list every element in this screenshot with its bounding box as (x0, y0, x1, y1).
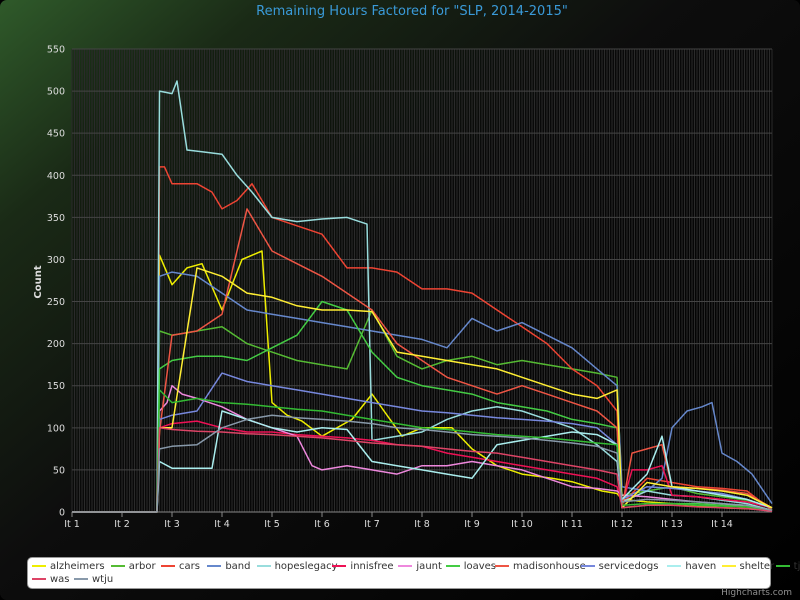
legend-label: jaunt (416, 561, 442, 572)
y-tick-label: 150 (47, 381, 65, 392)
x-axis-ticks: It 1 It 2 It 3 It 4 It 5 It 6 It 7 It 8 It 9 It 1… (64, 511, 772, 530)
x-tick-label: It 11 (561, 519, 583, 530)
legend-label: shelter (739, 561, 775, 572)
legend-swatch (494, 565, 509, 567)
legend-item-shelter[interactable]: shelter (721, 560, 775, 573)
x-tick-label: It 1 (64, 519, 80, 530)
legend-item-was[interactable]: was (32, 573, 70, 586)
series-line-madisonhouse[interactable] (72, 208, 773, 513)
y-tick-label: 300 (47, 255, 65, 266)
legend-label: madisonhouse (512, 561, 586, 572)
legend-item-tjace[interactable]: tjace (775, 560, 800, 573)
y-tick-label: 200 (47, 339, 65, 350)
legend-item-loaves[interactable]: loaves (445, 560, 496, 573)
legend-item-servicedogs[interactable]: servicedogs (580, 560, 659, 573)
legend-label: band (225, 561, 251, 572)
legend-item-hopeslegacy[interactable]: hopeslegacy (256, 560, 338, 573)
x-tick-label: It 13 (661, 519, 683, 530)
x-tick-label: It 5 (264, 519, 280, 530)
x-tick-label: It 2 (114, 519, 130, 530)
legend-swatch (32, 578, 46, 580)
legend-swatch (580, 565, 595, 567)
series-line-hopeslegacy[interactable] (72, 80, 773, 513)
x-tick-label: It 12 (611, 519, 633, 530)
legend-label: cars (179, 561, 200, 572)
series-line-tjace[interactable] (72, 389, 773, 513)
x-tick-label: It 6 (314, 519, 330, 530)
grid (71, 48, 773, 513)
legend-item-arbor[interactable]: arbor (110, 560, 156, 573)
legend-swatch (398, 565, 413, 567)
legend-label: was (50, 574, 70, 585)
y-axis-label: Count (33, 265, 44, 298)
x-tick-label: It 4 (214, 519, 230, 530)
legend-item-wtju[interactable]: wtju (74, 573, 113, 586)
legend-item-alzheimers[interactable]: alzheimers (32, 560, 105, 573)
legend-item-innisfree[interactable]: innisfree (332, 560, 394, 573)
series-line-wtju[interactable] (72, 414, 773, 513)
legend-swatch (161, 565, 176, 567)
y-tick-label: 550 (47, 45, 65, 56)
legend-swatch (332, 565, 347, 567)
y-tick-label: 250 (47, 297, 65, 308)
legend-swatch (207, 565, 222, 567)
legend-item-jaunt[interactable]: jaunt (398, 560, 442, 573)
legend-item-cars[interactable]: cars (161, 560, 200, 573)
y-tick-label: 50 (53, 465, 65, 476)
legend-swatch (74, 578, 88, 580)
series-line-jaunt[interactable] (72, 384, 773, 513)
y-axis-ticks: 0 50 100 150 200 250 300 350 400 450 500 550 (47, 45, 65, 519)
legend-swatch (32, 565, 46, 567)
legend-swatch (256, 565, 271, 567)
legend: alzheimers arbor cars band hopeslegacy innisf… (27, 557, 800, 589)
chart-title: Remaining Hours Factored for "SLP, 2014-… (256, 4, 568, 19)
credit-link[interactable]: Highcharts.com (721, 588, 792, 598)
legend-label: innisfree (350, 561, 394, 572)
legend-label: hopeslegacy (274, 561, 338, 572)
legend-label: loaves (463, 561, 496, 572)
x-tick-label: It 8 (414, 519, 430, 530)
legend-item-band[interactable]: band (207, 560, 251, 573)
legend-item-madisonhouse[interactable]: madisonhouse (494, 560, 586, 573)
y-tick-label: 400 (47, 171, 65, 182)
legend-label: wtju (92, 574, 114, 585)
legend-label: alzheimers (50, 561, 105, 572)
legend-item-haven[interactable]: haven (667, 560, 716, 573)
legend-label: servicedogs (598, 561, 659, 572)
y-tick-label: 100 (47, 423, 65, 434)
y-tick-label: 350 (47, 213, 65, 224)
x-tick-label: It 9 (464, 519, 480, 530)
series-line-cars[interactable] (72, 166, 773, 513)
legend-swatch (721, 565, 736, 567)
x-tick-label: It 7 (364, 519, 380, 530)
legend-swatch (445, 565, 460, 567)
x-tick-label: It 14 (711, 519, 733, 530)
legend-swatch (667, 565, 682, 567)
y-tick-label: 0 (59, 508, 65, 519)
y-tick-label: 450 (47, 129, 65, 140)
series-line-haven[interactable] (72, 410, 773, 513)
legend-swatch (110, 565, 125, 567)
series-line-shelter[interactable] (72, 267, 773, 513)
legend-label: arbor (128, 561, 156, 572)
series-line-was[interactable] (72, 427, 773, 513)
x-tick-label: It 3 (164, 519, 180, 530)
y-tick-label: 500 (47, 87, 65, 98)
series-lines (72, 80, 773, 513)
series-line-band[interactable] (72, 271, 773, 513)
legend-swatch (775, 565, 790, 567)
legend-label: tjace (793, 561, 800, 572)
x-tick-label: It 10 (511, 519, 533, 530)
series-line-servicedogs[interactable] (72, 372, 773, 513)
legend-label: haven (685, 561, 717, 572)
